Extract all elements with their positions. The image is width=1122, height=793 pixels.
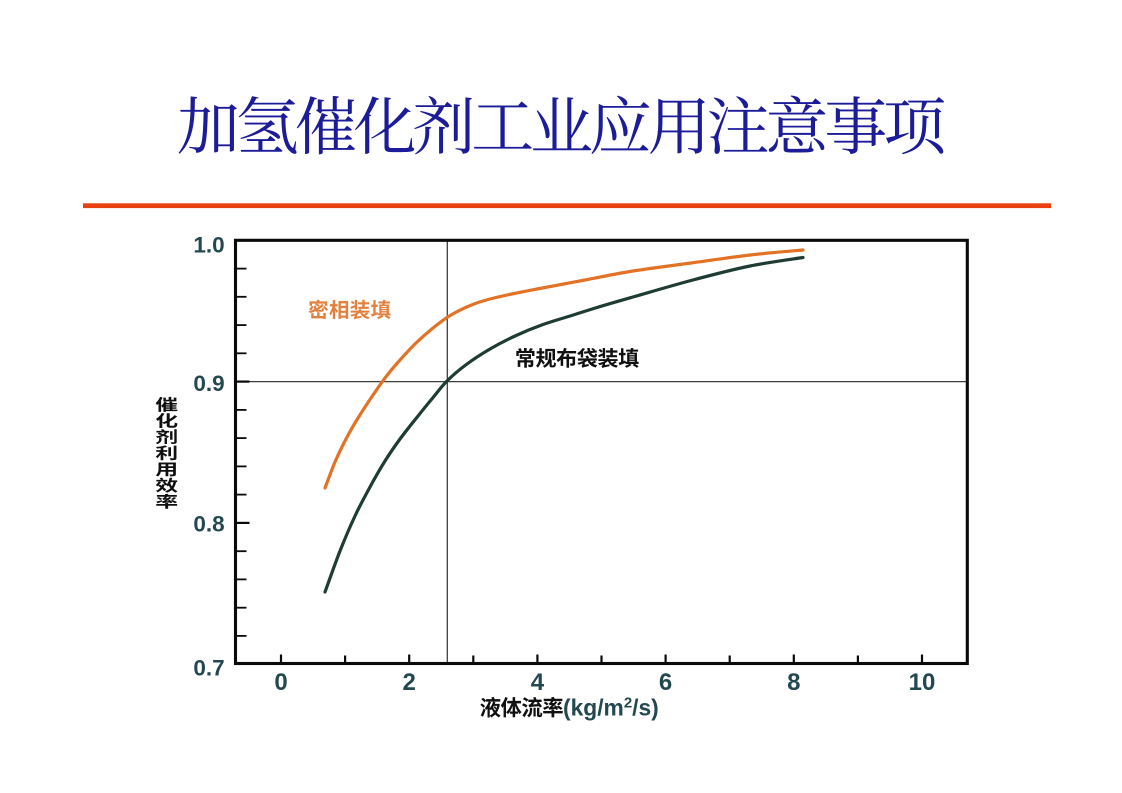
svg-text:10: 10 [909,669,936,696]
svg-text:0.7: 0.7 [193,656,224,681]
svg-text:2: 2 [403,669,416,696]
svg-text:(kg/m2/s): (kg/m2/s) [563,694,659,720]
svg-text:1.0: 1.0 [193,232,224,257]
svg-text:0.8: 0.8 [193,511,224,536]
svg-text:6: 6 [659,669,672,696]
svg-text:4: 4 [531,669,545,696]
svg-text:0.9: 0.9 [193,371,224,396]
svg-text:8: 8 [787,669,800,696]
svg-text:0: 0 [274,669,287,696]
